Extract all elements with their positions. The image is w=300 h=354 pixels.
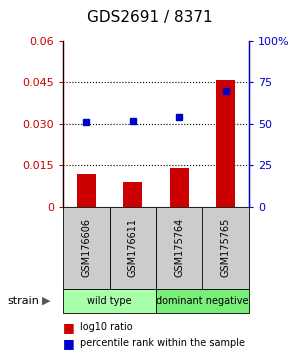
Text: strain: strain: [8, 296, 39, 306]
Bar: [124, 182, 142, 207]
Text: ■: ■: [63, 321, 75, 334]
Text: ■: ■: [63, 337, 75, 350]
Text: GSM176606: GSM176606: [81, 218, 91, 277]
Text: GSM176611: GSM176611: [128, 218, 138, 277]
Bar: [217, 80, 235, 207]
Bar: [170, 168, 189, 207]
Text: dominant negative: dominant negative: [156, 296, 249, 306]
Text: ▶: ▶: [42, 296, 51, 306]
Text: GSM175764: GSM175764: [174, 218, 184, 278]
Text: log10 ratio: log10 ratio: [80, 322, 132, 332]
Text: GDS2691 / 8371: GDS2691 / 8371: [87, 10, 213, 25]
Bar: [77, 174, 96, 207]
Text: percentile rank within the sample: percentile rank within the sample: [80, 338, 244, 348]
Text: GSM175765: GSM175765: [221, 218, 231, 278]
Text: wild type: wild type: [87, 296, 132, 306]
